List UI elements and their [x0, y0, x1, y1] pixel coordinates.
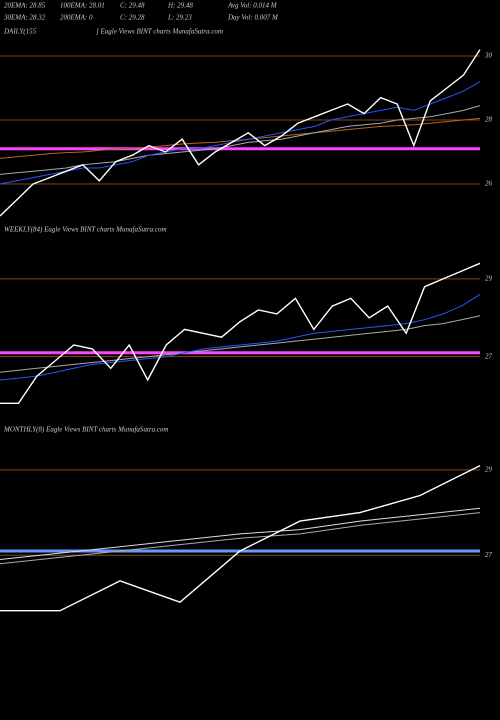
price-line	[0, 262, 481, 404]
price-line	[0, 464, 481, 612]
price-line	[0, 507, 481, 560]
header-stat: 100EMA: 28.01	[60, 2, 105, 10]
price-line	[0, 49, 481, 217]
y-tick-label: 27	[485, 551, 493, 559]
panel-title: MONTHLY(8) Eagle Views BINT charts Munaf…	[3, 426, 169, 434]
price-line	[0, 117, 481, 159]
header-stat: C: 29.48	[120, 2, 145, 10]
y-tick-label: 29	[485, 274, 493, 282]
price-line	[0, 512, 481, 565]
header-stat: Day Vol: 0.007 M	[227, 14, 279, 22]
y-tick-label: 29	[485, 465, 493, 473]
panel-title: DAILY(155	[3, 28, 37, 36]
y-tick-label: 28	[485, 116, 493, 124]
header-stat: C: 29.28	[120, 14, 145, 22]
y-tick-label: 30	[484, 52, 493, 60]
header-stat: 20EMA: 28.85	[4, 2, 46, 10]
price-line	[0, 315, 481, 373]
header-stat: Avg Vol: 0.014 M	[227, 2, 278, 10]
price-line	[0, 293, 481, 381]
panel-title: WEEKLY(84) Eagle Views BINT charts Munaf…	[4, 226, 167, 234]
y-tick-label: 27	[485, 352, 493, 360]
panel-subtitle: ] Eagle Views BINT charts MunafaSutra.co…	[95, 28, 223, 36]
header-stat: 30EMA: 28.32	[3, 14, 46, 22]
price-line	[0, 81, 481, 185]
header-stat: H: 29.48	[167, 2, 193, 10]
header-stat: L: 29.23	[167, 14, 192, 22]
y-tick-label: 26	[485, 180, 493, 188]
header-stat: 200EMA: 0	[60, 14, 93, 22]
